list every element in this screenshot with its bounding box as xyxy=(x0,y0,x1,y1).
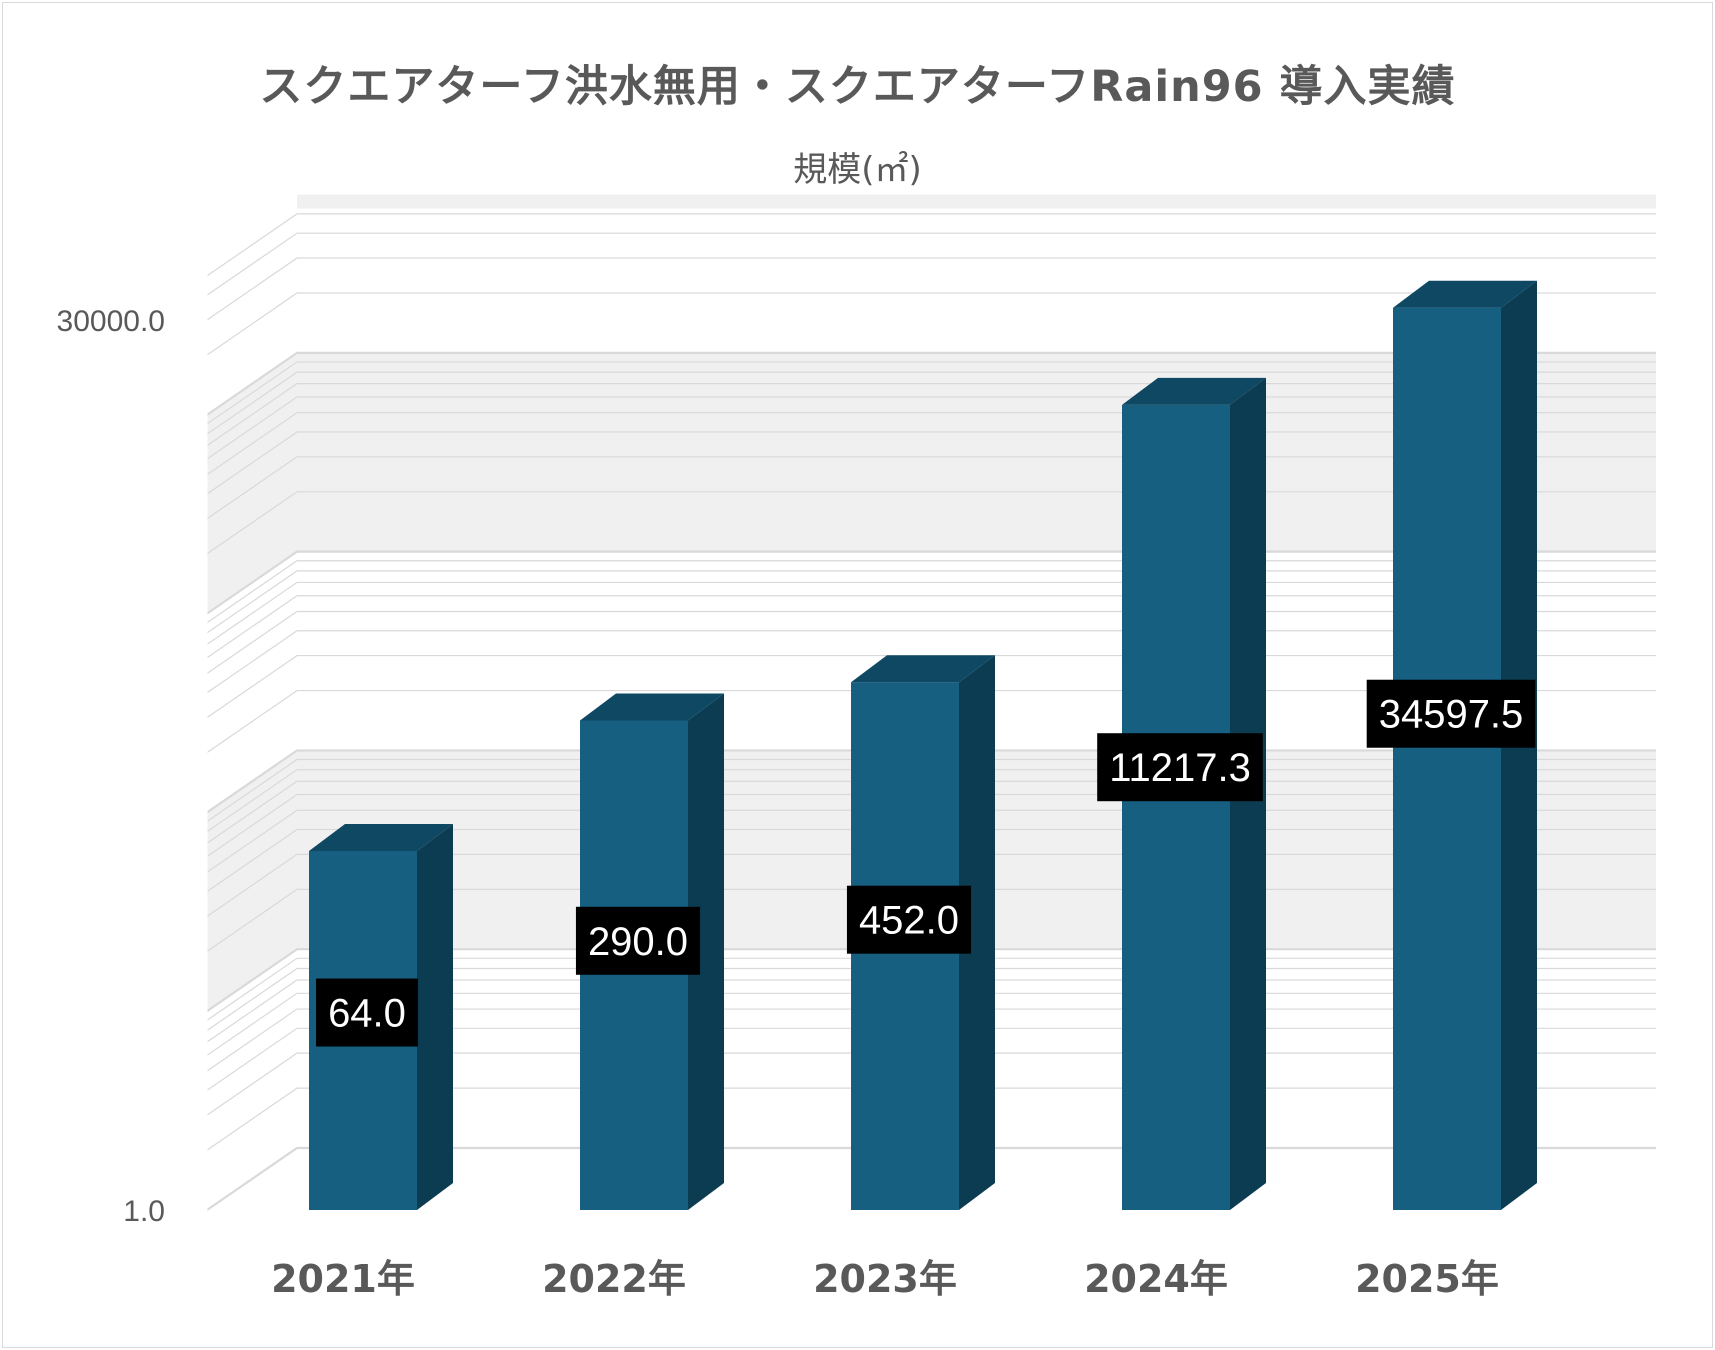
bar-side xyxy=(417,823,453,1210)
y-axis: 1.0 30000.0 xyxy=(57,305,165,1228)
chart-gridlines xyxy=(206,213,1656,1211)
data-label: 452.0 xyxy=(846,885,972,954)
x-category-label: 2022年 xyxy=(542,1257,686,1301)
bar-front xyxy=(1122,404,1230,1211)
bar-top xyxy=(580,693,724,721)
data-label: 11217.3 xyxy=(1097,733,1263,802)
chart-subtitle: 規模(㎡) xyxy=(793,150,922,190)
x-axis: 2021年 2022年 2023年 2024年 2025年 xyxy=(271,1257,1499,1301)
bar-side xyxy=(959,655,995,1210)
x-category-label: 2024年 xyxy=(1084,1257,1228,1301)
data-label-box xyxy=(1366,679,1536,748)
x-category-label: 2023年 xyxy=(813,1257,957,1301)
data-label-box xyxy=(316,978,418,1047)
gridline xyxy=(206,213,1656,277)
bar-top xyxy=(309,823,453,851)
data-label-text: 34597.5 xyxy=(1379,693,1524,737)
data-label-box xyxy=(575,906,701,975)
gridline xyxy=(206,371,1656,435)
gridline xyxy=(206,257,1656,321)
data-label: 290.0 xyxy=(575,906,701,975)
data-label-box xyxy=(1097,733,1263,802)
y-tick-label: 1.0 xyxy=(123,1195,165,1228)
bar xyxy=(851,655,995,1210)
data-label-text: 64.0 xyxy=(328,992,406,1036)
x-category-label: 2025年 xyxy=(1355,1257,1499,1301)
gridline xyxy=(206,351,1656,416)
y-tick-label: 30000.0 xyxy=(57,305,165,338)
side-wall-band xyxy=(207,750,297,1012)
bar-top xyxy=(1122,377,1266,405)
data-label-box xyxy=(846,885,972,954)
gridline xyxy=(206,361,1656,425)
data-label: 64.0 xyxy=(316,978,418,1047)
gridline xyxy=(206,292,1656,356)
bar-top xyxy=(1393,280,1537,308)
data-label: 34597.5 xyxy=(1366,679,1536,748)
chart-title: スクエアターフ洪水無用・スクエアターフRain96 導入実績 xyxy=(259,62,1456,112)
bar-side xyxy=(688,693,724,1210)
data-labels: 64.0 290.0 452.0 11217.3 34597.5 xyxy=(316,679,1536,1047)
bar-top xyxy=(851,655,995,683)
wall-top-band xyxy=(297,194,1656,209)
data-label-text: 452.0 xyxy=(859,899,959,943)
gridline xyxy=(206,232,1656,296)
data-label-text: 290.0 xyxy=(588,920,688,964)
bar-front xyxy=(1393,307,1501,1211)
side-wall-band xyxy=(207,352,297,614)
x-category-label: 2021年 xyxy=(271,1257,415,1301)
data-label-text: 11217.3 xyxy=(1109,746,1251,790)
bar xyxy=(1122,377,1266,1211)
